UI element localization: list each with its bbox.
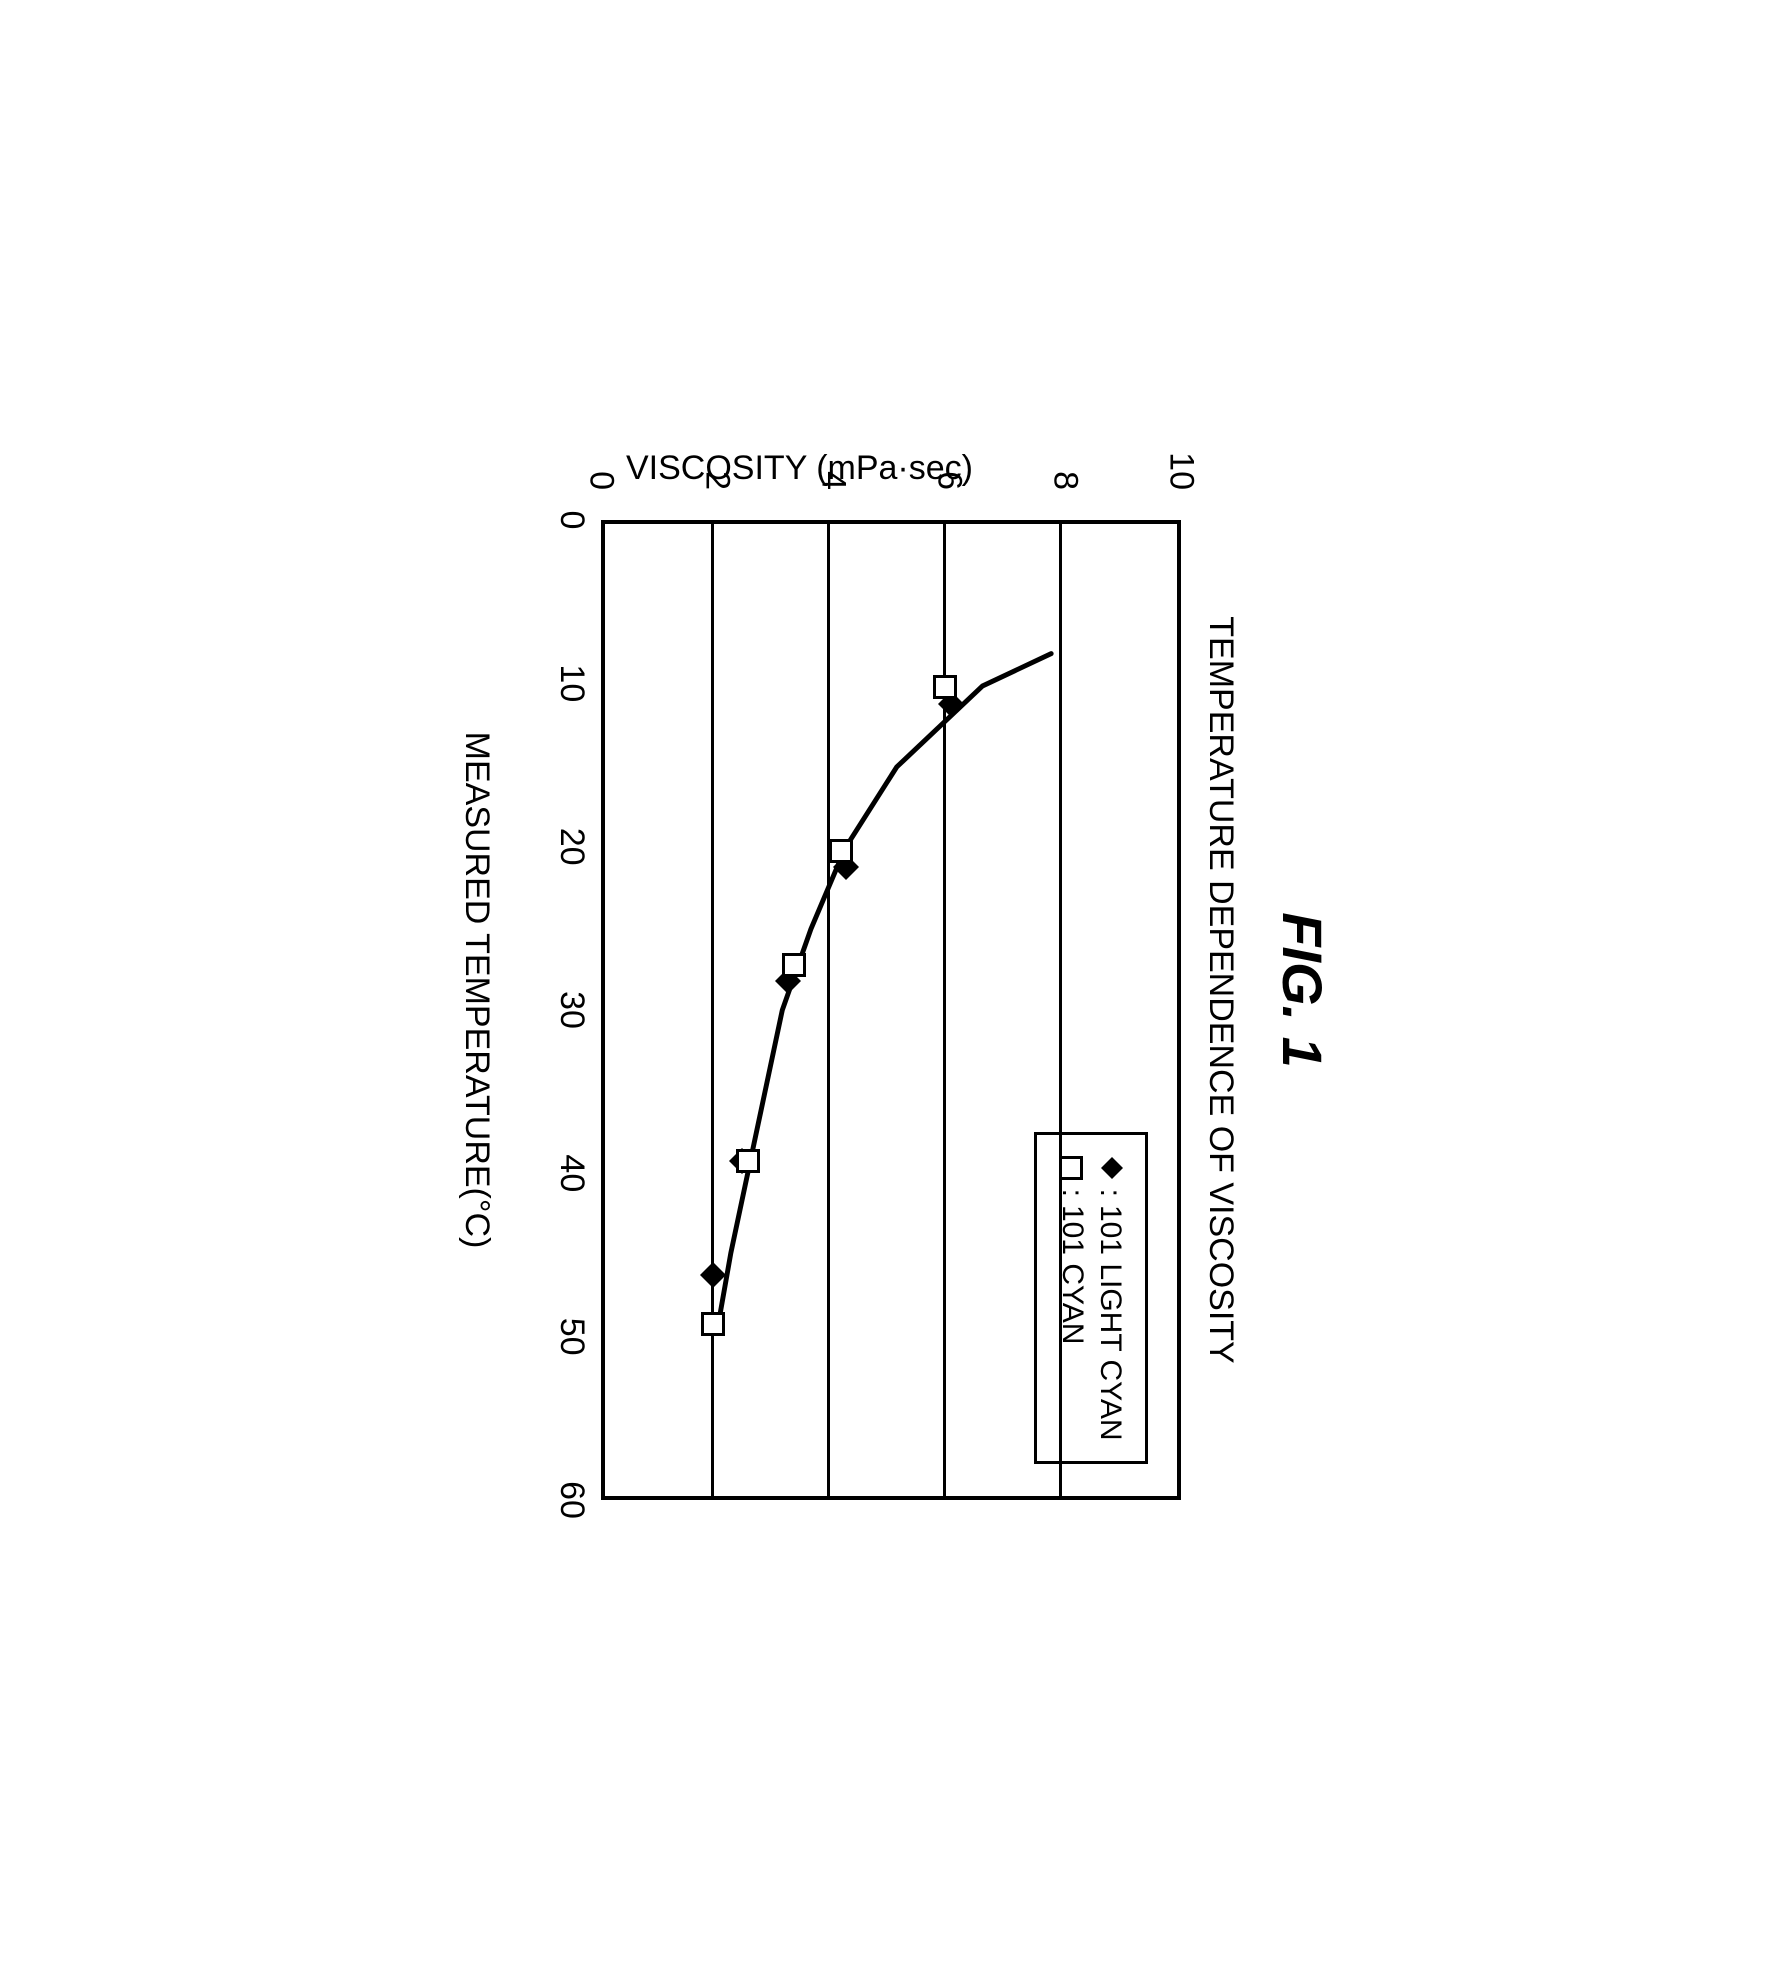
legend-prefix: : bbox=[1093, 1189, 1127, 1197]
y-ticks: 0246810 bbox=[601, 430, 1181, 490]
chart-title: TEMPERATURE DEPENDENCE OF VISCOSITY bbox=[1201, 390, 1240, 1590]
data-marker bbox=[701, 1312, 725, 1336]
figure-wrap: FIG. 1 TEMPERATURE DEPENDENCE OF VISCOSI… bbox=[457, 390, 1335, 1590]
legend-label: 101 LIGHT CYAN bbox=[1093, 1205, 1127, 1441]
x-tick-label: 50 bbox=[552, 1318, 591, 1356]
x-tick-label: 10 bbox=[552, 664, 591, 702]
legend-item: : 101 LIGHT CYAN bbox=[1093, 1155, 1127, 1441]
legend: :101 LIGHT CYAN:101 CYAN bbox=[1034, 1132, 1148, 1464]
x-tick-label: 40 bbox=[552, 1154, 591, 1192]
x-ticks: 0102030405060 bbox=[551, 520, 601, 1500]
gridline bbox=[712, 524, 715, 1496]
x-tick-label: 20 bbox=[552, 828, 591, 866]
y-tick-label: 0 bbox=[582, 471, 621, 490]
y-tick-label: 6 bbox=[930, 471, 969, 490]
data-marker bbox=[933, 675, 957, 699]
x-tick-label: 60 bbox=[552, 1481, 591, 1519]
y-tick-label: 4 bbox=[814, 471, 853, 490]
gridline bbox=[1060, 524, 1063, 1496]
gridline bbox=[828, 524, 831, 1496]
data-marker bbox=[782, 953, 806, 977]
y-tick-label: 8 bbox=[1046, 471, 1085, 490]
x-axis-label: MEASURED TEMPERATURE(°C) bbox=[457, 440, 496, 1540]
x-tick-label: 0 bbox=[552, 511, 591, 530]
data-marker bbox=[736, 1149, 760, 1173]
data-marker bbox=[829, 839, 853, 863]
y-tick-label: 2 bbox=[698, 471, 737, 490]
y-tick-label: 10 bbox=[1162, 452, 1201, 490]
gridline bbox=[944, 524, 947, 1496]
figure-label: FIG. 1 bbox=[1270, 390, 1335, 1590]
plot-area: :101 LIGHT CYAN:101 CYAN bbox=[601, 520, 1181, 1500]
chart-container: VISCOSITY (mPa·sec) 0246810 :101 LIGHT C… bbox=[457, 440, 1181, 1540]
diamond-icon bbox=[1093, 1155, 1127, 1181]
x-tick-label: 30 bbox=[552, 991, 591, 1029]
